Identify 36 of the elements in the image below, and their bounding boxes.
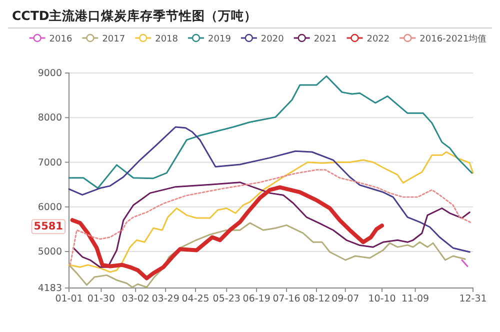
line-series: [68, 222, 466, 288]
line-series: [68, 75, 473, 189]
x-tick-label: 11-09: [401, 294, 430, 305]
x-tick-label: 03-02: [122, 294, 150, 305]
x-tick-label: 04-25: [182, 294, 210, 305]
legend-label: 2018: [155, 34, 178, 44]
x-tick-label: 05-23: [212, 294, 240, 305]
y-tick-label: 9000: [38, 68, 62, 80]
x-tick-label: 12-31: [459, 294, 487, 305]
line-series: [70, 185, 384, 280]
y-tick-label: 8000: [38, 112, 62, 124]
legend-label: 2020: [260, 34, 284, 44]
x-tick-label: 03-29: [152, 294, 180, 305]
y-tick-label: 7000: [38, 157, 62, 168]
x-tick-label: 06-19: [242, 294, 270, 305]
legend-label: 2022: [366, 34, 390, 44]
x-tick-label: 01-01: [55, 294, 83, 305]
text: 5581: [34, 220, 63, 233]
x-tick-label: 01-30: [87, 294, 115, 305]
y-tick-label: 4183: [38, 283, 62, 294]
legend-label: 2017: [102, 34, 126, 44]
x-tick-label: 08-12: [302, 294, 330, 305]
line-series: [68, 126, 470, 253]
x-tick-label: 07-16: [272, 294, 300, 305]
x-tick-label: 09-07: [332, 294, 360, 305]
legend-label: 2016-2021均值: [420, 34, 487, 44]
legend-label: 2021: [314, 34, 337, 44]
chart-title: CCTD主流港口煤炭库存季节性图（万吨）: [12, 8, 258, 23]
line-series: [68, 151, 474, 273]
line-series: [72, 182, 470, 268]
legend-label: 2016: [49, 34, 72, 44]
x-tick-label: 10-10: [368, 294, 396, 305]
line-series: [69, 169, 473, 266]
y-tick-label: 5000: [38, 246, 62, 258]
y-tick-label: 6000: [38, 202, 62, 213]
legend-label: 2019: [208, 34, 232, 44]
